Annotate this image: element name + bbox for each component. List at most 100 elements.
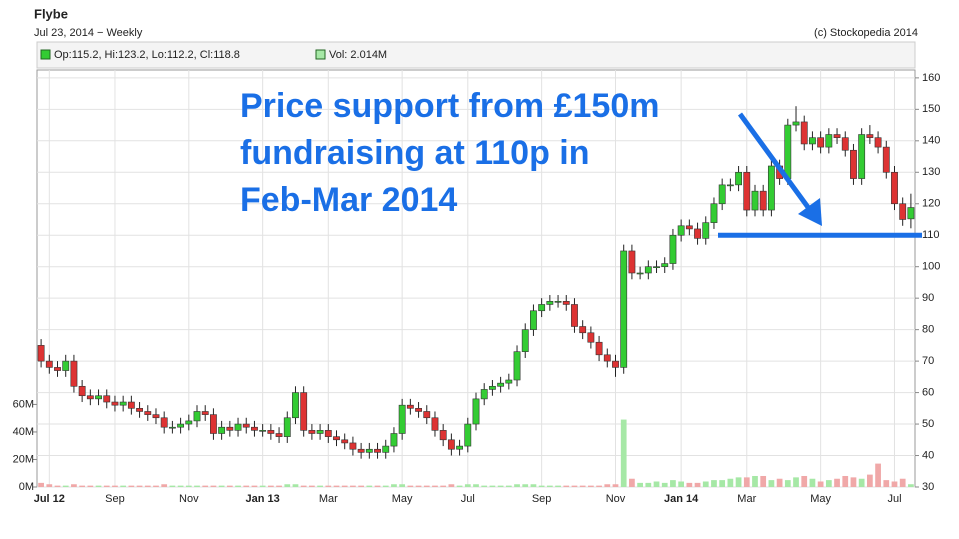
candle-body xyxy=(160,417,168,428)
volume-bar xyxy=(87,485,94,487)
volume-bar xyxy=(825,480,832,487)
volume-bar xyxy=(596,485,602,487)
candle-body xyxy=(620,250,628,368)
chart-title: Flybe xyxy=(34,6,68,21)
volume-bar xyxy=(711,480,717,487)
candle-body xyxy=(324,430,332,437)
volume-bar xyxy=(801,475,808,487)
candle-body xyxy=(54,367,61,371)
volume-bar xyxy=(473,484,479,487)
x-tick-label: May xyxy=(392,493,413,505)
candle-body xyxy=(784,124,792,179)
volume-bar xyxy=(185,485,192,487)
volume-bar xyxy=(546,485,553,487)
candle-body xyxy=(497,382,505,387)
chart-subtitle: Jul 23, 2014 − Weekly xyxy=(34,27,143,39)
legend-swatch xyxy=(40,49,51,60)
volume-bar xyxy=(112,485,118,487)
volume-bar xyxy=(235,485,241,487)
volume-bar xyxy=(432,485,438,487)
candle-body xyxy=(530,310,537,330)
candle-body xyxy=(37,345,45,362)
candle-body xyxy=(78,385,86,397)
volume-bar xyxy=(538,485,545,487)
candle-body xyxy=(513,351,521,381)
candle-body xyxy=(571,304,578,327)
candle-body xyxy=(628,250,636,274)
candle-body xyxy=(562,301,570,305)
y2-tick-label: 120 xyxy=(922,198,940,210)
volume-bar xyxy=(317,485,323,487)
volume-bar xyxy=(866,474,873,487)
candle-body xyxy=(726,184,734,187)
candle-body xyxy=(554,301,562,303)
volume-bar xyxy=(563,485,570,487)
volume-bar xyxy=(325,485,332,487)
x-tick-label: Jul xyxy=(887,493,901,505)
candle-body xyxy=(374,448,381,453)
volume-bar xyxy=(908,484,914,487)
candle-body xyxy=(308,430,316,434)
candle-body xyxy=(677,225,685,236)
y2-tick-label: 60 xyxy=(922,386,934,398)
x-tick-label: Jul xyxy=(461,493,475,505)
volume-bar xyxy=(809,478,816,487)
volume-bar xyxy=(38,482,44,487)
volume-bar xyxy=(637,482,643,487)
candle-body xyxy=(415,408,422,412)
y2-tick-label: 70 xyxy=(922,355,934,367)
x-tick-label: May xyxy=(810,493,831,505)
candle-body xyxy=(850,149,857,179)
x-tick-label: Jan 13 xyxy=(246,493,280,505)
annotation-text: Price support from £150m xyxy=(240,87,659,125)
candle-body xyxy=(505,379,513,384)
y2-tick-label: 140 xyxy=(922,135,940,147)
legend-swatch xyxy=(315,49,326,60)
candle-body xyxy=(521,329,529,352)
volume-bar xyxy=(415,485,422,487)
volume-bar xyxy=(834,478,840,487)
volume-bar xyxy=(350,485,356,487)
candle-body xyxy=(595,341,603,356)
legend-label: Op:115.2, Hi:123.2, Lo:112.2, Cl:118.8 xyxy=(54,49,240,61)
volume-bar xyxy=(875,463,881,487)
candle-body xyxy=(283,417,291,437)
volume-bar xyxy=(120,485,127,487)
volume-bar xyxy=(62,485,69,487)
candle-body xyxy=(242,423,250,428)
y2-tick-label: 160 xyxy=(922,72,940,84)
volume-bar xyxy=(71,484,77,487)
y2-tick-label: 100 xyxy=(922,261,940,273)
candle-body xyxy=(538,304,546,312)
candle-body xyxy=(365,448,373,453)
candle-body xyxy=(357,448,365,453)
candle-body xyxy=(874,137,882,148)
candle-body xyxy=(488,385,496,390)
volume-bar xyxy=(95,485,102,487)
volume-bar xyxy=(743,477,750,487)
volume-bar xyxy=(251,485,258,487)
volume-bar xyxy=(661,482,668,487)
volume-bar xyxy=(309,485,315,487)
candle-body xyxy=(661,263,669,267)
volume-bar xyxy=(588,485,594,487)
candle-body xyxy=(603,354,611,362)
volume-bar xyxy=(735,477,742,487)
volume-bar xyxy=(858,478,865,487)
y-tick-label: 0M xyxy=(19,481,34,493)
candle-body xyxy=(800,121,808,145)
annotation-text: Feb-Mar 2014 xyxy=(240,181,457,219)
volume-bar xyxy=(399,484,406,487)
volume-bar xyxy=(497,485,504,487)
candle-body xyxy=(152,414,160,419)
candle-body xyxy=(694,228,701,239)
annotation-text: fundraising at 110p in xyxy=(240,134,590,172)
candle-body xyxy=(300,392,308,431)
volume-bar xyxy=(366,485,373,487)
candle-body xyxy=(809,137,816,145)
volume-bar xyxy=(423,485,430,487)
volume-bar xyxy=(341,485,348,487)
volume-bar xyxy=(292,484,299,487)
candle-body xyxy=(226,426,234,431)
volume-bar xyxy=(202,485,209,487)
